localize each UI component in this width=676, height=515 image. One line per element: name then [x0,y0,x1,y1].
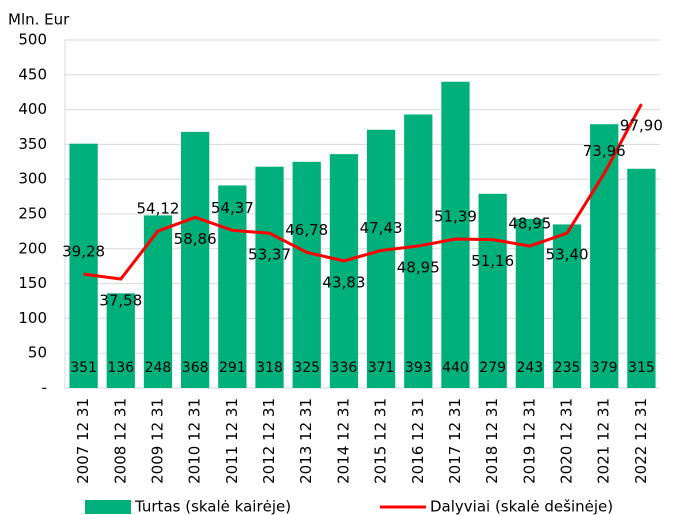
bar-label: 368 [182,360,209,376]
bar-label: 440 [442,360,469,376]
line-label: 53,40 [546,246,589,264]
line [83,103,643,281]
bar [69,143,98,388]
x-tick-label: 2016 12 31 [409,398,427,484]
x-tick-label: 2015 12 31 [372,398,390,484]
bar [552,224,582,388]
x-tick-label: 2019 12 31 [520,398,538,484]
bar-label: 371 [368,360,395,376]
y-tick-label: 200 [18,239,47,257]
line-label: 39,28 [62,243,105,261]
bar-label: 235 [554,360,581,376]
line-label: 54,12 [136,200,179,218]
x-tick-label: 2014 12 31 [334,398,352,484]
x-tick-label: 2018 12 31 [483,398,501,484]
bar [478,193,507,388]
y-tick-label: 250 [18,205,47,223]
y-tick-label: 500 [18,31,47,49]
bar [181,131,210,388]
line-label: 97,90 [620,117,663,135]
bar [329,154,359,388]
y-tick-label: 400 [18,100,47,118]
bar [404,114,433,389]
bar-label: 136 [107,360,134,376]
x-tick-label: 2022 12 31 [632,398,650,484]
bar [366,129,396,388]
y-tick-label: 300 [18,170,47,188]
bar-label: 336 [331,360,358,376]
line-label: 53,37 [248,246,291,264]
bar-label: 248 [145,360,172,376]
x-tick-label: 2010 12 31 [186,398,204,484]
line-label: 46,78 [285,221,328,239]
x-tick-label: 2009 12 31 [148,398,166,484]
bar [255,166,284,388]
legend-label: Turtas (skalė kairėje) [134,498,291,515]
axis-title: Mln. Eur [8,11,70,29]
x-tick-label: 2012 12 31 [260,398,278,484]
bar-label: 379 [591,360,618,376]
line-label: 43,83 [322,273,365,291]
legend-label: Dalyviai (skalė dešinėje) [430,498,613,515]
bar-label: 315 [628,360,655,376]
y-tick-label: 350 [18,135,47,153]
line-label: 51,39 [434,207,477,225]
bar-label: 279 [479,360,506,376]
bar [292,161,321,388]
legend-swatch [85,500,131,514]
bar [627,168,656,388]
line-label: 48,95 [397,259,440,277]
y-tick-label: 50 [28,344,47,362]
bar [106,293,135,388]
bar-label: 325 [293,360,320,376]
bar-label: 243 [516,360,543,376]
line-label: 54,37 [211,199,254,217]
line-label: 37,58 [99,292,142,310]
line-label: 48,95 [508,215,551,233]
x-tick-label: 2008 12 31 [111,398,129,484]
x-tick-label: 2017 12 31 [446,398,464,484]
line-label: 73,96 [583,142,626,160]
x-tick-label: 2021 12 31 [595,398,613,484]
bar-label: 351 [70,360,97,376]
bar [441,81,470,388]
bar-label: 393 [405,360,432,376]
line-label: 47,43 [360,219,403,237]
x-tick-label: 2020 12 31 [558,398,576,484]
bar [590,124,619,388]
bar-label: 291 [219,360,246,376]
line-label: 51,16 [471,252,514,270]
bar [218,185,247,388]
bar-label: 318 [256,360,283,376]
line-label: 58,86 [174,230,217,248]
y-tick-label: - [42,379,47,397]
x-tick-label: 2013 12 31 [297,398,315,484]
x-tick-label: 2007 12 31 [74,398,92,484]
y-tick-label: 450 [18,65,47,83]
x-tick-label: 2011 12 31 [223,398,241,484]
y-tick-label: 100 [18,309,47,327]
y-tick-label: 150 [18,274,47,292]
